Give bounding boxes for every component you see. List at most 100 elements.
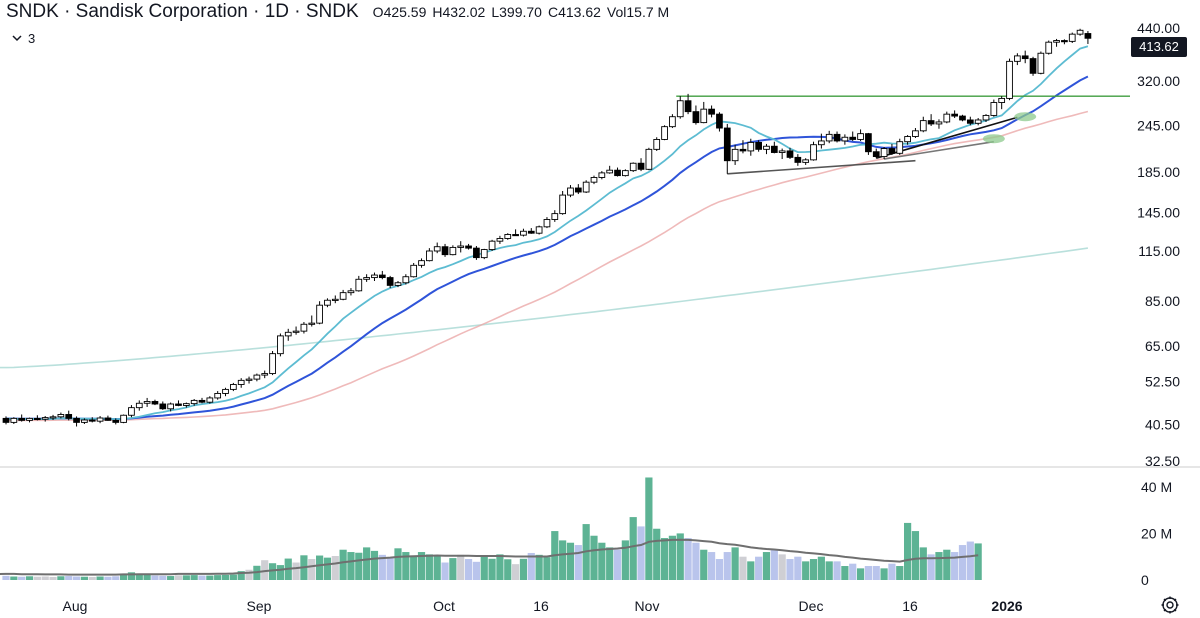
candle-body: [386, 277, 394, 286]
volume-bar: [849, 563, 857, 580]
candle-body: [151, 401, 159, 405]
candle-body: [57, 414, 65, 418]
gear-icon[interactable]: [1160, 595, 1180, 615]
trendline: [727, 159, 916, 175]
volume-bar: [25, 576, 34, 580]
trendline: [883, 140, 994, 160]
volume-bar: [527, 552, 535, 580]
time-tick-label: 16: [533, 598, 549, 614]
volume-bar: [958, 545, 967, 580]
volume-bar: [104, 576, 112, 580]
candle-body: [966, 119, 974, 124]
candle-body: [175, 403, 182, 406]
volume-bar: [755, 556, 763, 580]
candle-body: [951, 113, 958, 117]
volume-bar: [927, 554, 935, 580]
volume-bar: [206, 575, 214, 580]
candle-body: [574, 187, 582, 193]
candle-body: [590, 177, 598, 183]
candle-body: [182, 403, 190, 406]
candle-body: [880, 148, 888, 158]
chevron-down-icon: [12, 35, 22, 42]
candle-body: [974, 119, 982, 124]
symbol-title[interactable]: SNDK · Sandisk Corporation · 1D · SNDK: [6, 1, 359, 22]
candle-body: [919, 120, 927, 132]
close-value: C413.62: [547, 4, 601, 20]
volume-bar: [159, 575, 167, 580]
candle-body: [708, 108, 715, 115]
candle-body: [865, 133, 872, 153]
volume-bar: [127, 572, 136, 580]
candle-body: [904, 136, 911, 143]
candle-body: [10, 417, 18, 423]
price-tick-label: 32.50: [1145, 453, 1180, 469]
indicators-count: 3: [28, 31, 36, 46]
candle-body: [1006, 60, 1013, 99]
candle-body: [253, 374, 261, 380]
candle-body: [426, 250, 433, 262]
volume-bar: [676, 533, 684, 580]
candle-body: [49, 416, 57, 419]
chart-header: SNDK · Sandisk Corporation · 1D · SNDK O…: [6, 1, 675, 23]
volume-bar: [621, 540, 629, 580]
candle-body: [65, 414, 73, 419]
price-tick-label: 115.00: [1138, 243, 1180, 259]
volume-bar: [574, 545, 582, 580]
time-tick-label: Sep: [247, 598, 272, 614]
volume-bar: [919, 547, 927, 580]
candle-body: [167, 403, 174, 410]
candle-body: [943, 113, 951, 123]
candle-body: [112, 419, 120, 423]
candle-body: [629, 162, 637, 172]
candle-body: [222, 388, 229, 394]
volume-bar: [49, 576, 57, 580]
candle-body: [559, 194, 566, 215]
candle-body: [496, 238, 504, 242]
volume-bar: [245, 569, 253, 580]
volume-bar: [112, 576, 120, 580]
candle-body: [371, 274, 378, 279]
candle-body: [731, 148, 739, 162]
volume-bar: [864, 566, 872, 580]
candle-body: [888, 148, 896, 154]
candle-body: [833, 133, 841, 142]
candle-body: [1021, 55, 1029, 60]
candle-body: [457, 245, 465, 248]
candle-body: [567, 187, 574, 196]
candle-body: [520, 230, 527, 236]
volume-bar: [394, 548, 402, 580]
volume-bar: [660, 538, 669, 580]
volume-bar: [386, 557, 394, 580]
candle-body: [81, 419, 88, 423]
volume-bar: [441, 562, 449, 580]
candle-body: [159, 403, 167, 410]
volume-bar: [237, 571, 245, 580]
candle-body: [1029, 58, 1037, 74]
candle-body: [120, 414, 127, 423]
candle-body: [645, 148, 653, 170]
price-tick-label: 440.00: [1137, 20, 1180, 36]
volume-bar: [65, 576, 73, 580]
candle-body: [582, 181, 590, 193]
candle-body: [1076, 29, 1084, 35]
volume-bar: [668, 535, 676, 580]
candle-body: [73, 417, 80, 423]
last-price-label: 413.62: [1131, 37, 1187, 57]
volume-value: Vol15.7 M: [606, 4, 670, 20]
candle-body: [465, 245, 472, 249]
candle-body: [716, 113, 723, 129]
volume-bar: [739, 556, 747, 580]
candle-body: [959, 115, 966, 121]
volume-bar: [629, 517, 637, 580]
candle-body: [237, 379, 245, 385]
candle-body: [300, 323, 308, 332]
volume-bar: [363, 547, 371, 580]
volume-bar: [472, 561, 480, 580]
volume-bar: [80, 576, 88, 580]
indicators-toggle[interactable]: 3: [12, 31, 35, 46]
volume-bar: [747, 561, 755, 580]
candle-body: [1037, 52, 1045, 74]
time-tick-label: 16: [902, 598, 918, 614]
candle-body: [34, 417, 41, 421]
